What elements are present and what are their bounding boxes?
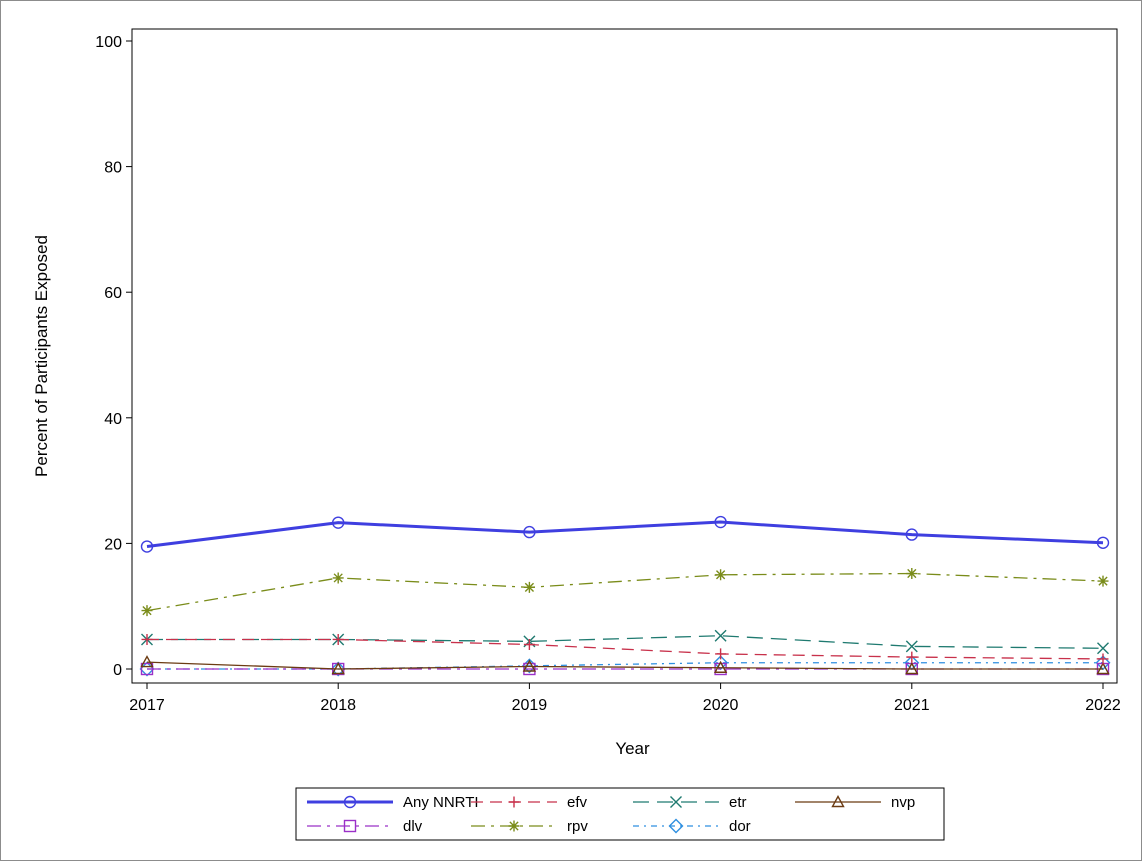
data-point-dlv bbox=[140, 662, 154, 676]
x-tick-label: 2020 bbox=[703, 697, 739, 714]
legend-item-etr: etr bbox=[633, 794, 747, 811]
data-point-nvp bbox=[331, 662, 345, 675]
legend-box bbox=[295, 787, 945, 841]
data-point-rpv bbox=[141, 605, 153, 617]
axes: 0 20 40 60 80 100 2017 2018 2019 2020 2021 2022 bbox=[95, 28, 1121, 714]
y-tick-label: 20 bbox=[104, 536, 122, 553]
y-tick-label: 60 bbox=[104, 285, 122, 302]
series-nvp bbox=[140, 655, 1110, 675]
data-point-etr bbox=[714, 629, 727, 642]
series-efv bbox=[141, 633, 1109, 665]
data-point-any-nnrti bbox=[523, 525, 536, 539]
data-point-nvp bbox=[1096, 662, 1110, 675]
legend-item-rpv: rpv bbox=[471, 818, 588, 835]
data-point-etr bbox=[905, 640, 918, 653]
series-line-any-nnrti bbox=[146, 520, 1104, 549]
legend-marker bbox=[670, 796, 682, 808]
y-tick-label: 0 bbox=[113, 662, 122, 679]
y-axis-title: Percent of Participants Exposed bbox=[32, 235, 51, 477]
data-point-etr bbox=[1097, 642, 1109, 655]
legend-label: dlv bbox=[403, 818, 423, 835]
legend-label: rpv bbox=[567, 818, 588, 835]
data-point-any-nnrti bbox=[140, 540, 154, 553]
series-etr bbox=[141, 629, 1109, 655]
series-line-etr bbox=[147, 635, 1104, 649]
y-tick-label: 40 bbox=[104, 411, 122, 428]
data-point-dlv bbox=[523, 662, 536, 676]
data-point-efv bbox=[332, 633, 344, 645]
x-tick-label: 2017 bbox=[129, 697, 165, 714]
series-line-efv bbox=[147, 638, 1104, 660]
legend-label: Any NNRTI bbox=[403, 794, 479, 811]
legend-item-dlv: dlv bbox=[307, 818, 423, 835]
series-line-nvp bbox=[146, 661, 1103, 670]
data-point-any-nnrti bbox=[905, 528, 918, 541]
data-point-rpv bbox=[715, 569, 727, 581]
legend-marker bbox=[508, 820, 520, 832]
series-rpv bbox=[141, 568, 1109, 617]
plot-area-border bbox=[131, 28, 1118, 684]
data-point-rpv bbox=[523, 581, 535, 593]
data-point-dor bbox=[330, 661, 346, 677]
legend-label: dor bbox=[729, 818, 751, 835]
data-point-rpv bbox=[906, 568, 918, 580]
data-point-efv bbox=[715, 648, 727, 660]
legend-item-nvp: nvp bbox=[795, 794, 915, 811]
data-point-nvp bbox=[713, 660, 728, 673]
data-point-nvp bbox=[905, 662, 919, 675]
data-point-any-nnrti bbox=[1096, 536, 1110, 549]
legend-label: efv bbox=[567, 794, 588, 811]
legend-marker bbox=[831, 795, 845, 808]
data-point-any-nnrti bbox=[332, 516, 345, 529]
data-point-rpv bbox=[1097, 575, 1109, 587]
x-tick-label: 2022 bbox=[1085, 697, 1121, 714]
legend-marker bbox=[343, 819, 357, 833]
data-point-efv bbox=[141, 633, 153, 645]
data-point-nvp bbox=[140, 655, 154, 668]
data-point-efv bbox=[1097, 653, 1109, 665]
series-group bbox=[139, 515, 1111, 677]
x-tick-label: 2021 bbox=[894, 697, 930, 714]
legend-item-efv: efv bbox=[471, 794, 588, 811]
legend-marker bbox=[343, 795, 357, 809]
series-line-rpv bbox=[146, 572, 1104, 612]
legend-item-any-nnrti: Any NNRTI bbox=[307, 794, 479, 811]
series-dor bbox=[139, 655, 1111, 677]
legend-marker bbox=[508, 796, 520, 808]
legend-label: nvp bbox=[891, 794, 915, 811]
x-tick-label: 2018 bbox=[320, 697, 356, 714]
x-tick-label: 2019 bbox=[512, 697, 548, 714]
data-point-efv bbox=[523, 639, 535, 651]
legend: Any NNRTI efv etr nvp dlv rpv dor bbox=[295, 787, 945, 841]
x-axis-title: Year bbox=[615, 739, 650, 758]
y-tick-label: 80 bbox=[104, 160, 122, 177]
data-point-any-nnrti bbox=[714, 515, 727, 529]
legend-item-dor: dor bbox=[633, 818, 751, 835]
data-point-efv bbox=[906, 651, 918, 663]
series-any-nnrti bbox=[140, 515, 1110, 553]
legend-marker bbox=[668, 818, 684, 834]
data-point-nvp bbox=[522, 659, 537, 672]
y-tick-label: 100 bbox=[95, 34, 122, 51]
series-line-dor bbox=[147, 662, 1103, 670]
data-point-rpv bbox=[332, 572, 344, 584]
legend-label: etr bbox=[729, 794, 747, 811]
